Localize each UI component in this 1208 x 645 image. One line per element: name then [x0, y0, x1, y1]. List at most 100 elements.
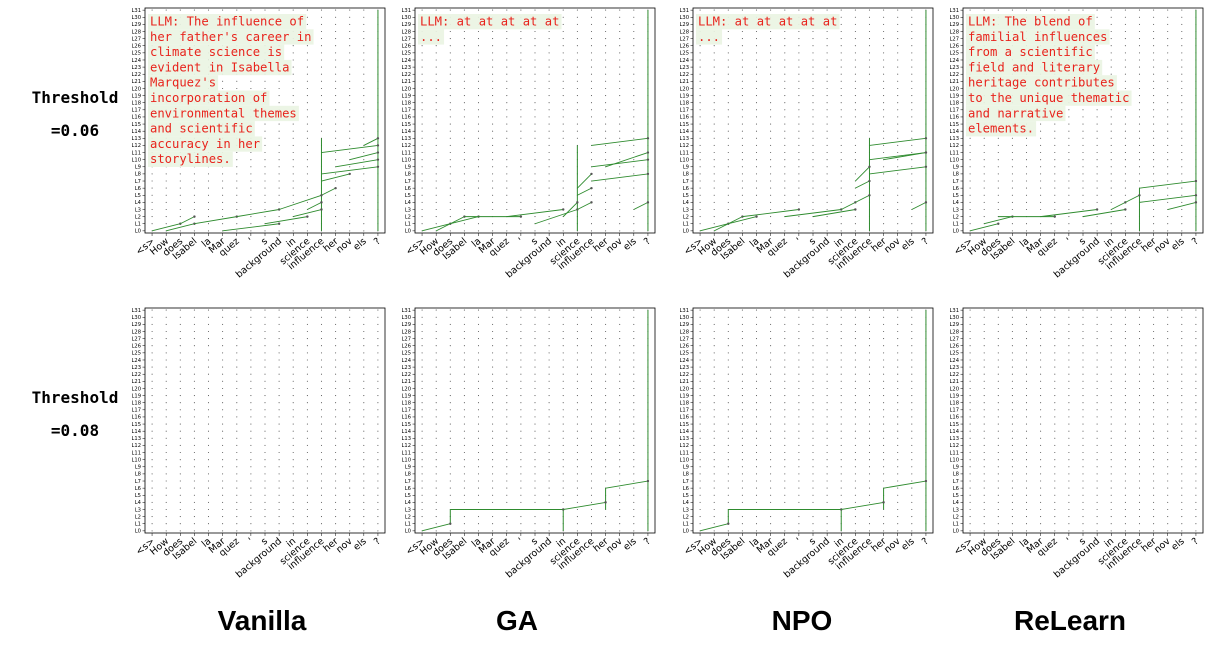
- node-marker: [520, 323, 522, 325]
- node-marker: [868, 523, 871, 525]
- node-marker: [1138, 116, 1141, 118]
- node-marker: [619, 409, 621, 411]
- node-marker: [576, 130, 578, 132]
- node-marker: [713, 530, 715, 532]
- node-marker: [784, 223, 786, 225]
- y-tick-label: L26: [680, 344, 690, 350]
- node-marker: [576, 80, 578, 82]
- node-marker: [548, 130, 550, 132]
- node-marker: [755, 437, 758, 439]
- llm-output-line: evident in Isabella: [150, 60, 289, 74]
- node-marker: [264, 9, 266, 11]
- node-marker: [755, 402, 758, 404]
- node-marker: [1096, 451, 1098, 454]
- node-marker: [812, 137, 814, 139]
- node-marker: [699, 80, 701, 82]
- node-marker: [1167, 480, 1169, 482]
- node-marker: [534, 208, 536, 211]
- node-marker: [1068, 523, 1070, 525]
- node-marker: [1181, 459, 1183, 461]
- node-marker: [969, 187, 971, 189]
- node-marker: [492, 230, 494, 232]
- node-marker: [1011, 230, 1013, 232]
- node-marker: [755, 130, 758, 132]
- node-marker: [506, 516, 508, 518]
- y-tick-label: L8: [953, 172, 959, 178]
- node-marker: [492, 30, 494, 33]
- node-marker: [520, 130, 522, 132]
- node-marker: [320, 23, 323, 25]
- node-marker: [421, 330, 423, 333]
- node-marker: [854, 87, 856, 90]
- node-marker: [363, 444, 365, 446]
- node-marker: [534, 345, 536, 347]
- node-marker: [1025, 151, 1028, 154]
- node-marker: [812, 151, 814, 154]
- node-marker: [997, 444, 999, 446]
- node-marker: [1167, 444, 1169, 446]
- node-marker: [699, 359, 701, 361]
- node-marker: [562, 52, 564, 54]
- node-marker: [770, 466, 772, 468]
- node-marker: [605, 330, 607, 333]
- node-marker: [264, 187, 266, 189]
- node-marker: [1110, 466, 1112, 468]
- node-marker: [741, 345, 743, 347]
- node-marker: [576, 95, 578, 97]
- circuit-edge: [591, 159, 648, 168]
- node-marker: [520, 173, 522, 175]
- node-marker: [770, 402, 772, 404]
- node-marker: [506, 466, 508, 468]
- y-tick-label: L14: [132, 429, 142, 435]
- node-marker: [1181, 95, 1183, 97]
- node-marker: [349, 423, 351, 425]
- node-marker: [1153, 230, 1155, 232]
- node-marker: [534, 187, 536, 189]
- y-tick-label: L15: [680, 122, 690, 128]
- node-marker: [812, 9, 814, 11]
- node-marker: [755, 223, 758, 225]
- y-tick-label: L30: [680, 315, 690, 321]
- node-marker: [435, 109, 437, 111]
- node-marker: [897, 9, 899, 11]
- node-marker: [840, 109, 842, 111]
- node-marker: [854, 494, 856, 496]
- node-marker: [1025, 480, 1028, 482]
- node-marker: [335, 444, 337, 446]
- node-marker: [868, 130, 871, 132]
- node-marker: [349, 530, 351, 532]
- node-marker: [534, 151, 536, 154]
- node-marker: [633, 402, 635, 404]
- node-marker: [1040, 173, 1042, 175]
- llm-output-line: heritage contributes: [968, 76, 1115, 90]
- node-marker: [840, 366, 842, 368]
- node-marker: [1011, 180, 1013, 182]
- node-marker: [798, 523, 800, 525]
- node-marker: [713, 173, 715, 175]
- node-marker: [812, 223, 814, 225]
- node-marker: [1167, 437, 1169, 439]
- node-marker: [306, 173, 308, 175]
- node-marker: [449, 416, 451, 418]
- node-marker: [1181, 173, 1183, 175]
- node-marker: [854, 395, 856, 397]
- node-marker: [1054, 466, 1056, 468]
- node-marker: [1167, 473, 1169, 475]
- node-marker: [207, 380, 210, 382]
- y-tick-label: L15: [680, 422, 690, 428]
- llm-output-line: LLM: at at at at at: [698, 15, 837, 29]
- y-tick-label: L9: [405, 165, 411, 171]
- node-marker: [1138, 102, 1141, 104]
- node-marker: [755, 166, 758, 168]
- node-marker: [520, 9, 522, 11]
- edge-endpoint: [590, 186, 593, 190]
- node-marker: [165, 9, 167, 11]
- node-marker: [713, 80, 715, 82]
- node-marker: [421, 208, 423, 211]
- node-marker: [306, 395, 308, 397]
- column-title-npo: NPO: [771, 605, 833, 636]
- node-marker: [151, 466, 153, 468]
- node-marker: [306, 144, 308, 146]
- node-marker: [207, 338, 210, 340]
- node-marker: [165, 216, 167, 218]
